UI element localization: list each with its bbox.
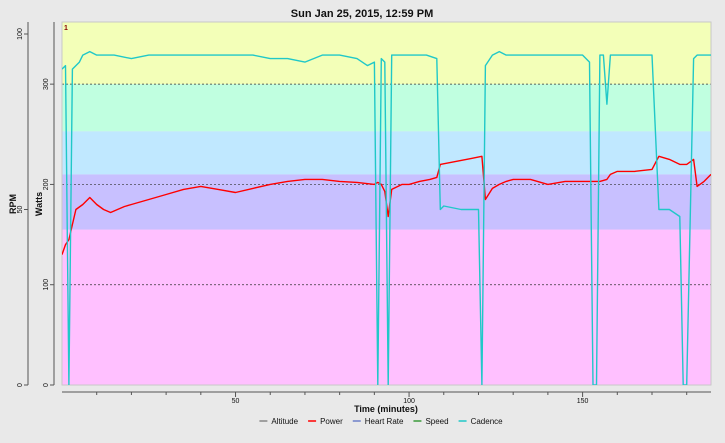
legend-item-label: Heart Rate <box>365 417 404 426</box>
watts-tick-label: 100 <box>43 279 50 291</box>
plot-frame <box>61 21 712 386</box>
axes: 0 100 200 300 0 50 100 50 100 150 <box>17 22 711 405</box>
x-tick-label: 50 <box>232 398 240 405</box>
rpm-tick-label: 0 <box>17 383 24 387</box>
series-power-line <box>62 155 711 255</box>
x-axis-label: Time (minutes) <box>354 404 418 414</box>
series-cadence-line <box>62 50 711 385</box>
legend-item-label: Speed <box>425 417 448 426</box>
watts-tick-label: 300 <box>43 78 50 90</box>
watts-tick-label: 0 <box>43 383 50 387</box>
legend-item-label: Power <box>320 417 343 426</box>
watts-axis-label: Watts <box>34 192 44 216</box>
rpm-tick-label: 50 <box>17 206 24 214</box>
series-lines <box>62 50 711 385</box>
watts-tick-label: 200 <box>43 178 50 190</box>
legend-item-label: Altitude <box>271 417 298 426</box>
chart-title: Sun Jan 25, 2015, 12:59 PM <box>291 8 433 20</box>
x-tick-label: 100 <box>403 398 415 405</box>
x-tick-label: 150 <box>577 398 589 405</box>
legend-item-label: Cadence <box>471 417 504 426</box>
rpm-axis-label: RPM <box>8 194 18 214</box>
power-zone-band <box>62 22 711 85</box>
rpm-tick-label: 100 <box>17 28 24 40</box>
legend: Altitude Power Heart Rate Speed Cadence <box>259 417 503 426</box>
power-zone-band <box>62 84 711 132</box>
chart-marker: 1 <box>64 25 68 32</box>
